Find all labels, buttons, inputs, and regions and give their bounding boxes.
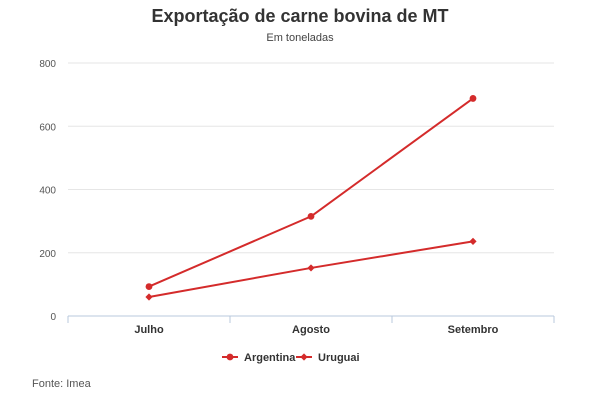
series-lines	[145, 95, 477, 301]
y-tick-label: 800	[39, 59, 56, 70]
grid-lines	[68, 62, 554, 254]
legend-label-uruguai: Uruguai	[318, 352, 360, 364]
data-point-uruguai	[469, 237, 477, 245]
legend-marker	[300, 353, 308, 361]
data-point-uruguai	[307, 264, 315, 272]
legend-item-uruguai[interactable]: Uruguai	[296, 352, 360, 364]
legend-marker	[226, 353, 234, 361]
y-tick-label: 400	[39, 186, 56, 197]
legend: Argentina Uruguai	[222, 352, 360, 364]
x-tick-label: Agosto	[292, 324, 330, 336]
axis-labels: 0 200 400 600 800 Julho Agosto Setembro	[39, 59, 498, 336]
y-tick-label: 600	[39, 122, 56, 133]
x-tick-label: Setembro	[448, 324, 499, 336]
data-point-uruguai	[145, 293, 153, 301]
data-point-argentina	[145, 283, 153, 290]
series-uruguai	[145, 237, 477, 301]
y-tick-label: 0	[50, 312, 56, 323]
x-tick-label: Julho	[134, 324, 164, 336]
data-point-argentina	[307, 212, 315, 220]
chart-title: Exportação de carne bovina de MT	[151, 6, 449, 26]
source-note: Fonte: Imea	[32, 378, 91, 390]
y-tick-label: 200	[39, 249, 56, 260]
legend-item-argentina[interactable]: Argentina	[222, 352, 296, 364]
data-point-argentina	[469, 95, 477, 102]
axes	[67, 315, 555, 323]
chart-subtitle: Em toneladas	[266, 32, 334, 44]
series-argentina	[145, 95, 477, 290]
legend-label-argentina: Argentina	[244, 352, 296, 364]
